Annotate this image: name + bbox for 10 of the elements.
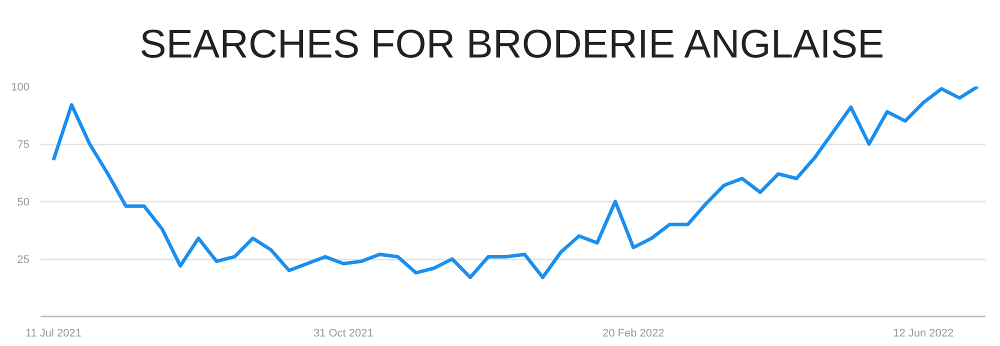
line-series bbox=[52, 86, 980, 280]
chart-title: SEARCHES FOR BRODERIE ANGLAISE bbox=[140, 22, 884, 66]
y-tick-label: 75 bbox=[17, 139, 30, 151]
y-tick-label: 50 bbox=[17, 196, 30, 208]
x-tick-label: 11 Jul 2021 bbox=[25, 328, 82, 340]
x-tick-label: 20 Feb 2022 bbox=[602, 328, 664, 340]
x-tick-label: 31 Oct 2021 bbox=[313, 328, 374, 340]
y-tick-label: 25 bbox=[17, 254, 30, 266]
y-tick-label: 100 bbox=[11, 82, 30, 94]
x-tick-label: 12 Jun 2022 bbox=[893, 328, 954, 340]
